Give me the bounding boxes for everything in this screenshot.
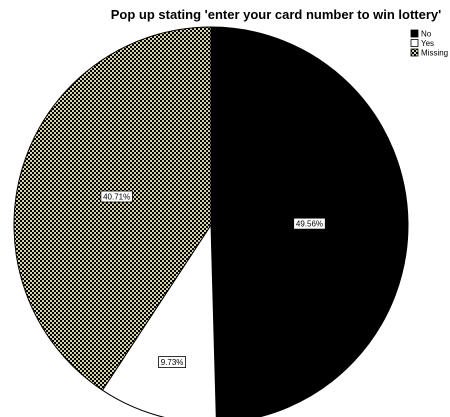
chart-title: Pop up stating 'enter your card number t… [111,7,442,22]
data-label-box-yes [158,356,186,368]
data-label-missing: 40.71% [103,193,130,202]
data-labels: 49.56% 9.73% 40.71% [100,190,326,368]
legend-swatch-no [410,29,419,38]
legend-swatch-yes [410,39,419,47]
data-label-yes: 9.73% [161,358,184,367]
legend-label-no: No [421,30,432,39]
legend-label-missing: Missing [421,49,448,58]
legend-swatch-missing [410,48,419,57]
pie-slice-missing [13,26,212,391]
data-label-box-missing [100,190,133,203]
data-label-no: 49.56% [296,220,323,229]
legend-label-yes: Yes [421,39,434,48]
pie-slices [13,26,409,417]
data-label-box-no [293,217,326,230]
pie-slice-yes [101,223,217,417]
